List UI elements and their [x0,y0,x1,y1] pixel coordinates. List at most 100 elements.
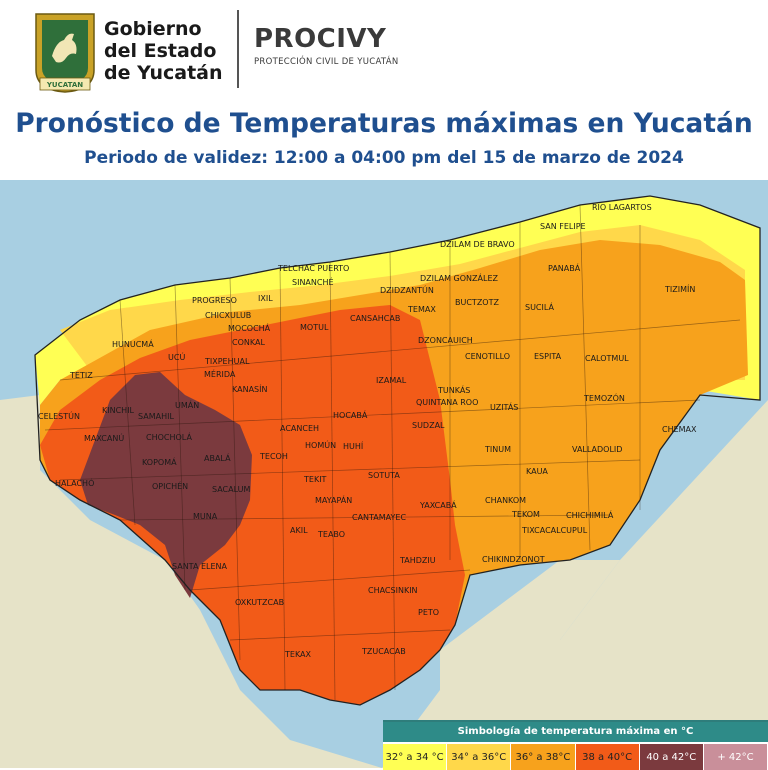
municipality-label: TAHDZIU [399,556,436,565]
municipality-label: ABALÁ [204,452,231,463]
municipality-label: QUINTANA ROO [416,398,478,407]
municipality-label: SOTUTA [368,471,400,480]
municipality-label: TIZIMÍN [664,283,695,294]
municipality-label: UZITÁS [490,401,518,412]
legend-title: Simbología de temperatura máxima en °C [383,722,768,742]
municipality-label: HALACHÓ [55,477,94,488]
municipality-label: TINUM [484,445,511,454]
municipality-label: DZILAM GONZÁLEZ [420,272,499,283]
municipality-label: UCÚ [168,351,185,362]
municipality-label: CANSAHCAB [350,314,400,323]
legend-item-42-plus: + 42°C [703,744,768,770]
municipality-label: MUNA [193,512,218,521]
municipality-label: DZONCAUICH [418,336,473,345]
municipality-labels: RIO LAGARTOS SAN FELIPE DZILAM DE BRAVO TEL… [38,203,697,659]
municipality-label: SINANCHÉ [292,276,334,287]
municipality-label: KOPOMÁ [142,456,177,467]
municipality-label: HUHÍ [343,440,364,451]
municipality-label: KINCHIL [102,406,135,415]
municipality-label: YAXCABÁ [419,499,457,510]
municipality-label: CANTAMAYEC [352,513,406,522]
municipality-label: TEABO [317,530,345,539]
header-divider [237,10,239,88]
surrounding-land-east [382,560,620,768]
zone-40-42 [80,372,252,598]
legend-item-38-40: 38 a 40°C [575,744,640,770]
municipality-label: CONKAL [232,338,265,347]
municipality-label: IXIL [258,294,273,303]
municipality-label: CHOCHOLÁ [146,431,192,442]
municipality-label: TUNKÁS [437,384,470,395]
municipality-label: UMÁN [175,399,199,410]
municipality-label: SUCILÁ [525,301,555,312]
state-outline [34,195,761,706]
municipality-label: TEMOZÓN [583,392,625,403]
municipality-label: BUCTZOTZ [455,298,499,307]
municipality-label: MÉRIDA [204,368,236,379]
temperature-map: RIO LAGARTOS SAN FELIPE DZILAM DE BRAVO TEL… [0,180,768,768]
municipality-label: TIXCACALCUPUL [521,526,588,535]
legend-item-34-36: 34° a 36°C [447,744,512,770]
municipality-label: SUDZAL [412,421,445,430]
municipality-label: TELCHAC PUERTO [277,264,349,273]
legend: Simbología de temperatura máxima en °C 3… [383,720,768,770]
procivy-subtitle: PROTECCIÓN CIVIL DE YUCATÁN [254,57,399,67]
municipality-label: PANABÁ [548,262,581,273]
gov-line-3: de Yucatán [104,62,223,84]
shield-banner-text: YUCATAN [46,81,83,89]
gov-line-1: Gobierno [104,18,202,40]
municipality-label: ACANCEH [280,424,319,433]
municipality-label: KAUA [526,467,548,476]
gov-line-2: del Estado [104,40,217,62]
municipality-label: OXKUTZCAB [235,598,284,607]
municipality-label: ESPITA [534,352,562,361]
municipality-label: CHACSINKIN [368,586,418,595]
page-title: Pronóstico de Temperaturas máximas en Yu… [15,108,753,139]
surrounding-land [0,395,768,768]
municipality-label: TEKIT [303,475,327,484]
header: YUCATAN Gobierno del Estado de Yucatán P… [0,0,768,110]
municipality-label: OPICHÉN [152,480,188,491]
municipality-label: VALLADOLID [572,445,622,454]
validity-period: Periodo de validez: 12:00 a 04:00 pm del… [84,148,684,168]
municipality-label: TEKOM [511,510,540,519]
municipality-label: HUNUCMÁ [112,338,154,349]
municipality-label: HOCABÁ [333,409,368,420]
municipality-label: PROGRESO [192,296,237,305]
municipality-label: TZUCACAB [361,647,406,656]
municipality-label: KANASÍN [232,383,267,394]
municipality-label: MAXCANÚ [84,432,124,443]
municipality-label: MOCOCHÁ [228,322,271,333]
municipality-label: PETO [418,608,439,617]
municipality-label: TIXPEHUAL [204,357,250,366]
yucatan-shield-logo: YUCATAN [34,12,96,94]
municipality-label: CHIKINDZONOT [482,555,545,564]
municipality-label: CELESTÚN [38,410,80,421]
legend-swatches: 32° a 34 °C 34° a 36°C 36° a 38°C 38 a 4… [383,744,768,770]
municipality-label: SAMAHIL [138,412,174,421]
municipality-label: CENOTILLO [465,352,510,361]
municipality-label: MOTUL [300,323,329,332]
municipality-label: TETIZ [69,371,93,380]
municipality-label: CHICXULUB [205,311,251,320]
municipality-label: TECOH [259,452,288,461]
municipality-label: DZIDZANTÚN [380,284,434,295]
municipality-label: MAYAPÁN [315,494,352,505]
municipality-label: IZAMAL [376,376,407,385]
municipality-label: RIO LAGARTOS [592,203,652,212]
municipality-label: SANTA ELENA [172,562,228,571]
municipality-label: TEKAX [284,650,312,659]
municipality-label: CALOTMUL [585,354,629,363]
legend-item-32-34: 32° a 34 °C [383,744,448,770]
municipal-borders [44,204,741,701]
municipality-label: AKIL [290,526,308,535]
municipality-label: SAN FELIPE [540,222,586,231]
procivy-logo-text: PROCIVY [254,24,387,54]
municipality-label: SACALUM [212,485,251,494]
municipality-label: CHANKOM [485,496,526,505]
municipality-label: TEMAX [407,305,436,314]
municipality-label: CHEMAX [662,425,697,434]
municipality-label: HOMÚN [305,439,336,450]
government-name: Gobierno del Estado de Yucatán [104,18,234,84]
municipality-label: DZILAM DE BRAVO [440,240,515,249]
